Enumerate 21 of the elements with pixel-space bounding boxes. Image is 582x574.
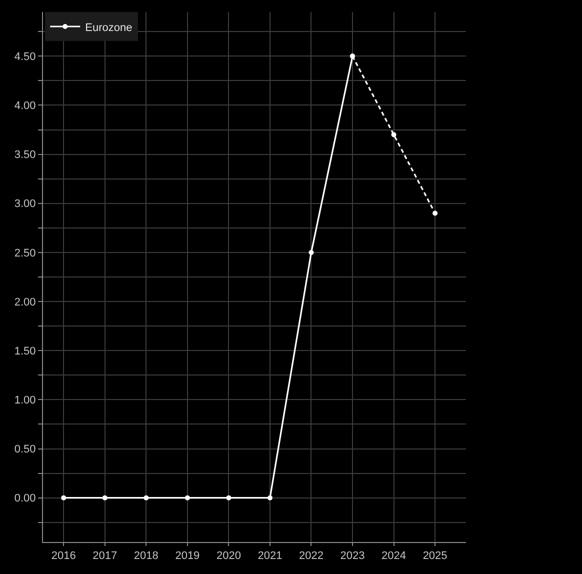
x-tick-label: 2024 (382, 550, 406, 562)
y-tick-label: 4.50 (14, 51, 36, 64)
y-tick-label: 2.50 (14, 247, 36, 260)
x-tick-label: 2017 (92, 550, 118, 562)
y-tick-label: 3.50 (14, 149, 36, 162)
y-tick-label: 1.00 (14, 394, 36, 407)
legend-label: Eurozone (85, 22, 132, 34)
x-tick-label: 2025 (422, 550, 448, 562)
x-tick-label: 2018 (134, 550, 158, 562)
x-tick-label: 2021 (258, 550, 282, 562)
x-tick-label: 2016 (51, 550, 76, 562)
y-tick-label: 4.00 (14, 100, 36, 112)
y-tick-label: 0.00 (14, 492, 36, 505)
y-tick-label: 0.50 (14, 444, 36, 456)
x-tick-label: 2019 (175, 550, 200, 562)
y-tick-label: 1.50 (14, 345, 36, 358)
y-tick-label: 3.00 (14, 198, 36, 210)
x-tick-label: 2020 (216, 550, 241, 562)
x-tick-label: 2023 (340, 550, 365, 562)
x-tick-label: 2022 (299, 550, 324, 562)
y-tick-label: 2.00 (14, 296, 36, 308)
